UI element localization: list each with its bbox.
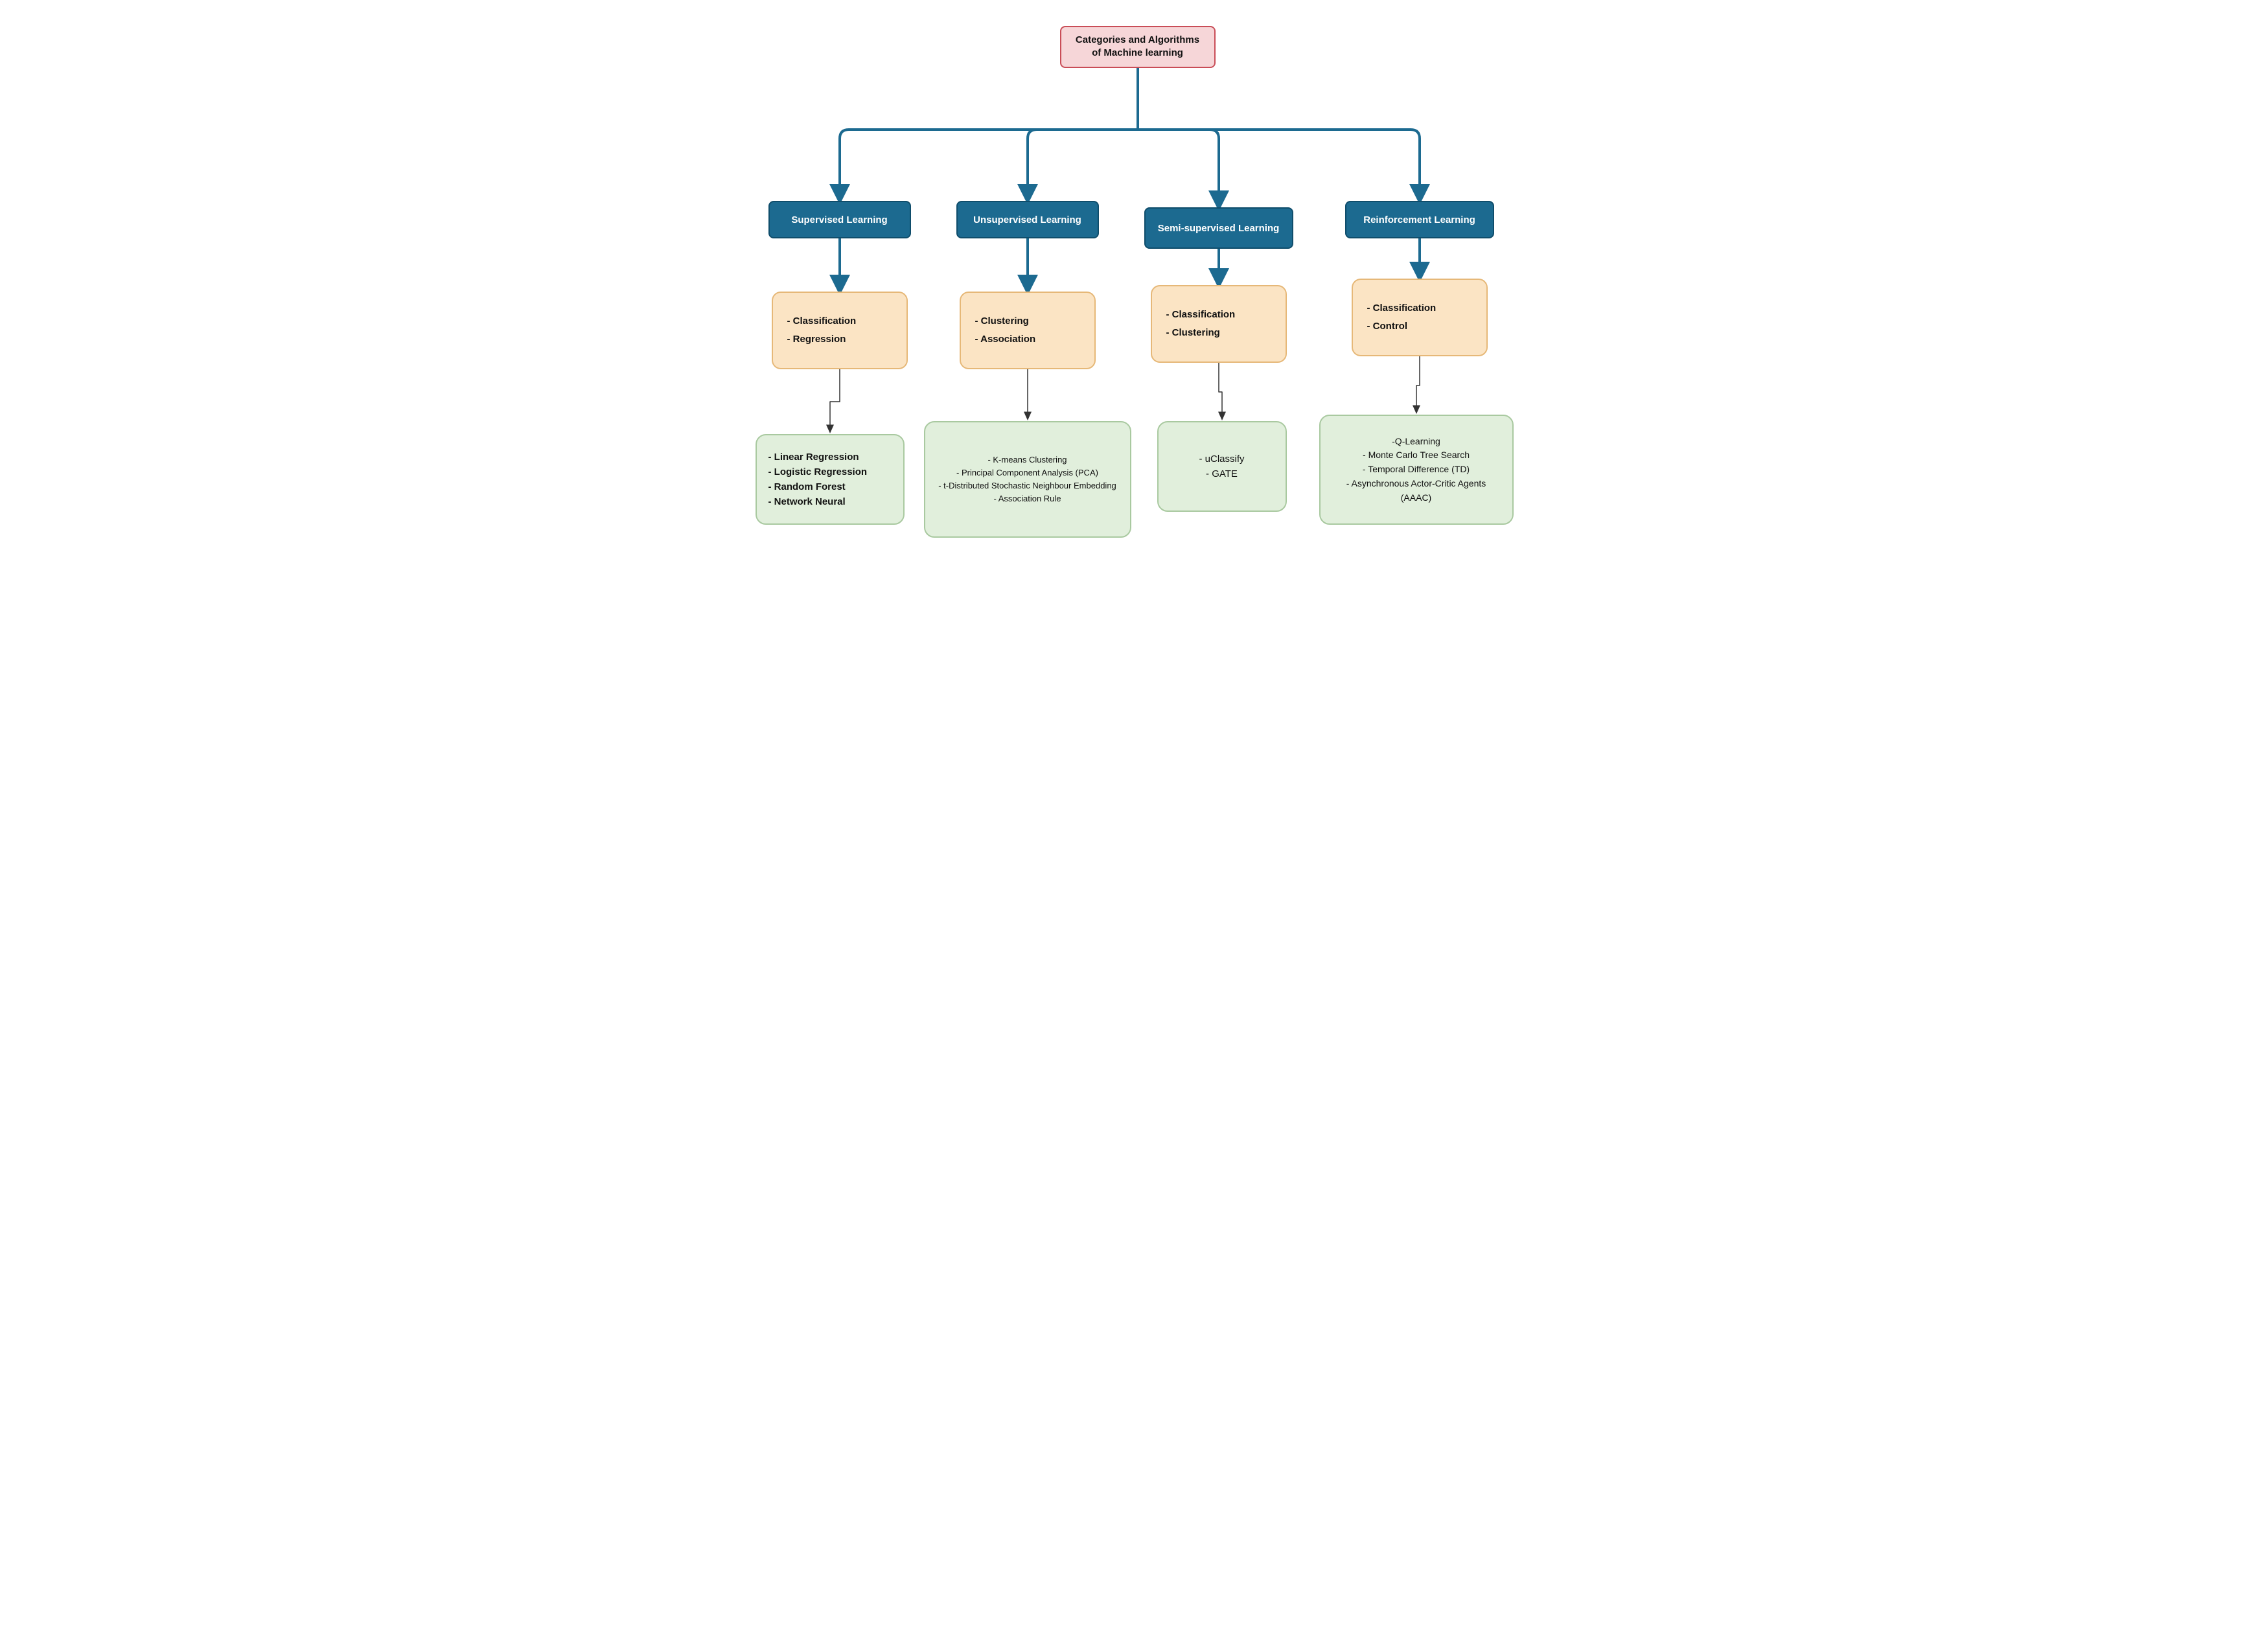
task-item: - Association bbox=[975, 330, 1036, 349]
task-item: - Classification bbox=[1367, 299, 1437, 318]
algorithm-item: -Q-Learning bbox=[1392, 435, 1440, 449]
algorithm-item: - K-means Clustering bbox=[987, 453, 1067, 466]
algorithm-item: - Principal Component Analysis (PCA) bbox=[956, 466, 1098, 479]
algorithm-item: - Asynchronous Actor-Critic Agents (AAAC… bbox=[1332, 477, 1501, 505]
algorithms-reinforcement: -Q-Learning- Monte Carlo Tree Search- Te… bbox=[1319, 415, 1514, 525]
algorithm-item: - Linear Regression bbox=[768, 450, 859, 465]
category-reinforcement: Reinforcement Learning bbox=[1345, 201, 1494, 238]
algorithm-item: - Temporal Difference (TD) bbox=[1363, 463, 1470, 477]
task-item: - Clustering bbox=[975, 312, 1029, 331]
algorithms-semi: - uClassify- GATE bbox=[1157, 421, 1287, 512]
algorithm-item: - Monte Carlo Tree Search bbox=[1363, 448, 1470, 463]
algorithm-item: - uClassify bbox=[1199, 452, 1244, 466]
task-item: - Classification bbox=[787, 312, 857, 331]
task-item: - Classification bbox=[1166, 306, 1236, 325]
task-item: - Control bbox=[1367, 317, 1407, 336]
algorithm-item: - t-Distributed Stochastic Neighbour Emb… bbox=[938, 479, 1116, 492]
algorithms-supervised: - Linear Regression- Logistic Regression… bbox=[756, 434, 905, 525]
algorithm-item: - Association Rule bbox=[993, 492, 1061, 505]
root-label-line1: Categories and Algorithms bbox=[1076, 34, 1199, 47]
algorithm-item: - Random Forest bbox=[768, 479, 846, 494]
tasks-reinforcement: - Classification- Control bbox=[1352, 279, 1488, 356]
tasks-semi: - Classification- Clustering bbox=[1151, 285, 1287, 363]
algorithm-item: - Logistic Regression bbox=[768, 465, 868, 479]
category-supervised: Supervised Learning bbox=[768, 201, 911, 238]
task-item: - Regression bbox=[787, 330, 846, 349]
root-node: Categories and Algorithms of Machine lea… bbox=[1060, 26, 1216, 68]
root-label-line2: of Machine learning bbox=[1092, 47, 1183, 60]
tasks-unsupervised: - Clustering- Association bbox=[960, 292, 1096, 369]
task-item: - Clustering bbox=[1166, 324, 1220, 343]
algorithms-unsupervised: - K-means Clustering- Principal Componen… bbox=[924, 421, 1131, 538]
category-unsupervised: Unsupervised Learning bbox=[956, 201, 1099, 238]
algorithm-item: - GATE bbox=[1206, 466, 1238, 481]
algorithm-item: - Network Neural bbox=[768, 494, 846, 509]
tasks-supervised: - Classification- Regression bbox=[772, 292, 908, 369]
category-semi: Semi-supervised Learning bbox=[1144, 207, 1293, 249]
